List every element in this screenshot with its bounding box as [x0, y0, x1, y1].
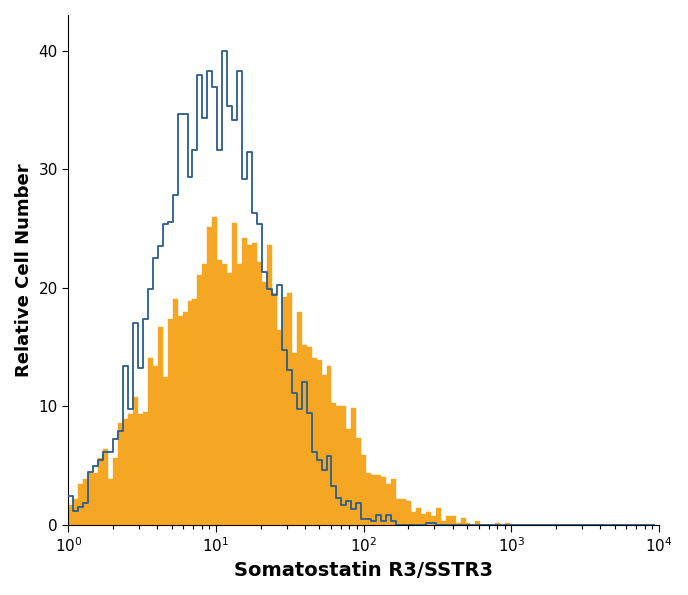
X-axis label: Somatostatin R3/SSTR3: Somatostatin R3/SSTR3 [234, 561, 493, 580]
Y-axis label: Relative Cell Number: Relative Cell Number [15, 163, 33, 377]
